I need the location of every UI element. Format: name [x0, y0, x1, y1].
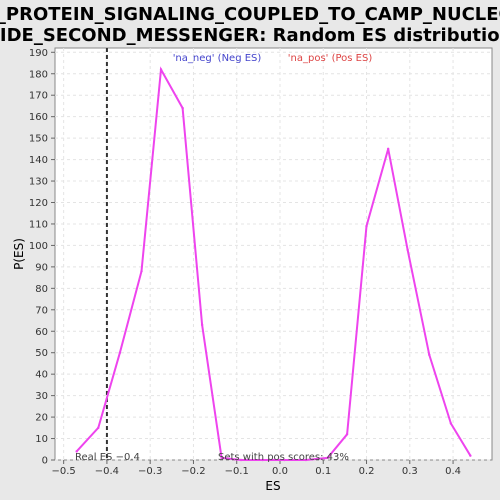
- y-axis-label: P(ES): [12, 238, 26, 270]
- y-tick-label: 70: [35, 305, 48, 316]
- data-point: [449, 422, 453, 425]
- y-tick-label: 120: [29, 198, 48, 209]
- data-point: [326, 456, 329, 460]
- data-point: [118, 351, 122, 354]
- x-tick-label: −0.5: [52, 466, 76, 477]
- y-tick-label: 130: [29, 177, 48, 188]
- y-tick-label: 10: [35, 434, 48, 445]
- legend-pos: 'na_pos' (Pos ES): [288, 53, 373, 64]
- y-tick-label: 160: [29, 112, 48, 123]
- plot-area: [54, 47, 493, 461]
- x-axis-label: ES: [265, 479, 280, 493]
- data-point: [386, 147, 390, 151]
- x-tick-label: 0.4: [445, 466, 461, 477]
- x-tick-label: 0.1: [315, 466, 331, 477]
- y-tick-label: 40: [35, 370, 48, 381]
- data-point: [159, 68, 163, 71]
- x-tick-label: −0.2: [181, 466, 205, 477]
- x-tick-label: 0.3: [402, 466, 418, 477]
- data-point: [428, 353, 431, 357]
- data-points: [75, 68, 472, 462]
- y-tick-label: 190: [29, 48, 48, 59]
- y-tick-label: 180: [29, 69, 48, 80]
- data-point: [469, 454, 472, 457]
- data-point: [365, 224, 368, 228]
- es-distribution-line: [75, 66, 472, 461]
- data-point: [406, 248, 409, 251]
- chart-title-line1: G_PROTEIN_SIGNALING_COUPLED_TO_CAMP_NUCL…: [0, 4, 500, 25]
- gridlines: [55, 48, 492, 461]
- y-tick-label: 0: [42, 456, 48, 467]
- real-es-label: Real ES −0.4: [75, 452, 140, 463]
- x-axis-ticks: −0.5 −0.4 −0.3 −0.2 −0.1 0.0 0.1 0.2 0.3 0.4: [52, 460, 461, 477]
- y-tick-label: 80: [35, 284, 48, 295]
- data-point: [283, 458, 286, 462]
- x-tick-label: −0.4: [95, 466, 119, 477]
- x-tick-label: −0.1: [225, 466, 249, 477]
- data-point: [75, 450, 78, 453]
- pos-scores-label: Sets with pos scores: 43%: [218, 452, 349, 463]
- y-tick-label: 30: [35, 391, 48, 402]
- data-point: [304, 458, 308, 462]
- y-tick-label: 20: [35, 413, 48, 424]
- y-tick-label: 110: [29, 219, 48, 230]
- x-tick-label: 0.0: [272, 466, 288, 477]
- y-tick-label: 100: [29, 241, 48, 252]
- y-tick-label: 50: [35, 348, 48, 359]
- data-point: [181, 106, 184, 110]
- y-tick-label: 140: [29, 155, 48, 166]
- y-tick-label: 90: [35, 262, 48, 273]
- data-point: [140, 269, 143, 273]
- x-tick-label: −0.3: [138, 466, 162, 477]
- y-tick-label: 170: [29, 91, 48, 102]
- x-tick-label: 0.2: [359, 466, 375, 477]
- chart-title-line2: TIDE_SECOND_MESSENGER: Random ES distrib…: [0, 25, 500, 46]
- data-point: [200, 323, 204, 327]
- data-point: [220, 456, 223, 460]
- y-tick-label: 150: [29, 134, 48, 145]
- y-axis-ticks: 0 10 20 30 40 50 60 70 80 90 100 110 120 130 140 150 160…: [29, 48, 55, 467]
- data-point: [345, 433, 349, 436]
- legend-neg: 'na_neg' (Neg ES): [173, 53, 262, 64]
- data-point: [261, 458, 264, 462]
- data-point: [239, 458, 243, 462]
- y-tick-label: 60: [35, 327, 48, 338]
- data-point: [97, 426, 100, 430]
